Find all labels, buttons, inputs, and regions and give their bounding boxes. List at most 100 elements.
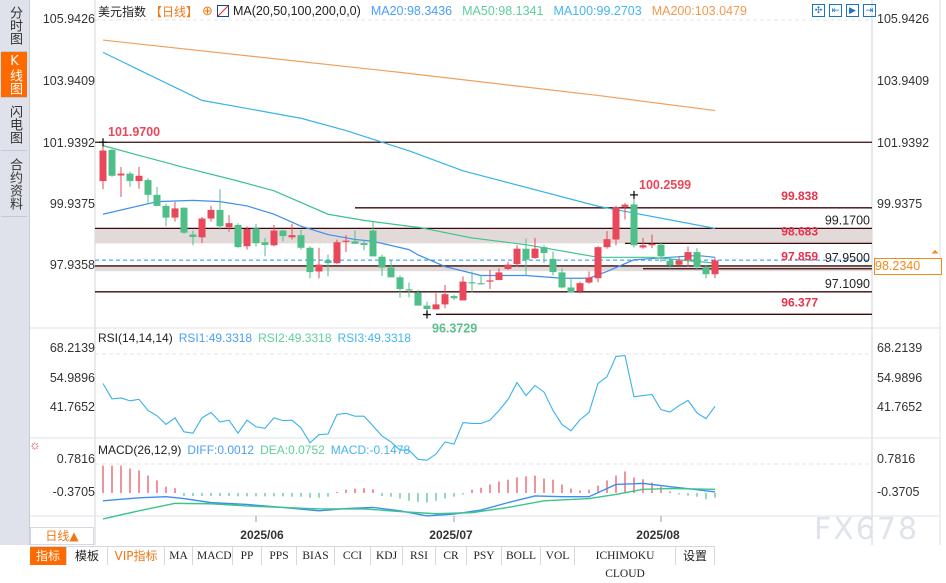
chart-canvas[interactable]: 99.838 99.1700 98.683 97.9500 97.859 97.1090 9… <box>0 0 946 565</box>
ma-chart-icon[interactable] <box>216 5 229 17</box>
candle-up <box>342 240 350 242</box>
candle-down <box>477 283 485 285</box>
y-tick-left: 105.9426 <box>42 12 95 26</box>
candle-down <box>252 228 260 244</box>
candle-down <box>306 247 314 273</box>
candle-up <box>117 173 125 176</box>
extreme-price-label: 96.3729 <box>432 322 477 336</box>
fx678-watermark-logo: FX678 <box>814 512 920 547</box>
y-tick-right: 99.9375 <box>877 197 923 211</box>
tab-pps[interactable]: PPS <box>262 547 297 565</box>
candle-down <box>279 230 287 237</box>
candle-up <box>207 209 215 219</box>
macd-tick-right: -0.3705 <box>877 485 920 499</box>
ma100-value: MA100:99.2703 <box>553 4 642 18</box>
rsi-legend: RSI(14,14,14) RSI1:49.3318 RSI2:49.3318 RSI… <box>98 331 417 345</box>
ma200-value: MA200:103.0479 <box>651 4 747 18</box>
diff-line <box>102 482 716 517</box>
tab-vip-indicators[interactable]: VIP指标 <box>108 547 165 565</box>
level-label: 99.1700 <box>825 213 870 227</box>
macd-value: MACD:-0.1478 <box>330 443 411 457</box>
tab-boll[interactable]: BOLL <box>502 547 541 565</box>
tab-cci[interactable]: CCI <box>335 547 371 565</box>
chart-tools: ✣ ⇤ ▶ ⇥ <box>812 4 876 17</box>
macd-tick-left: 0.7816 <box>56 452 95 466</box>
candle-down <box>423 305 431 310</box>
candle-up <box>621 204 629 207</box>
tab-settings[interactable]: 设置 <box>676 547 715 565</box>
candle-up <box>495 272 503 281</box>
macd-tick-left: -0.3705 <box>52 485 95 499</box>
candle-down <box>540 247 548 254</box>
candle-up <box>198 218 206 238</box>
candle-down <box>153 194 161 206</box>
tab-ma[interactable]: MA <box>165 547 193 565</box>
crosshair-icon[interactable]: ⊕ <box>202 3 213 18</box>
candle-up <box>603 239 611 248</box>
macd-title: MACD(26,12,9) <box>98 443 182 457</box>
tab-templates[interactable]: 模板 <box>67 547 108 565</box>
last-price-badge: 98.2340 <box>874 258 942 275</box>
rsi-tick-right: 41.7652 <box>877 400 923 414</box>
tab-macd[interactable]: MACD <box>193 547 233 565</box>
y-tick-right: 103.9409 <box>877 74 930 88</box>
y-tick-left: 99.9375 <box>49 197 95 211</box>
candle-down <box>702 267 710 275</box>
price-alert-icon[interactable]: ⏶ <box>931 247 939 258</box>
move-crosshair-icon[interactable]: ✣ <box>812 4 825 17</box>
tab-pp[interactable]: PP <box>233 547 262 565</box>
candle-up <box>243 229 251 247</box>
y-tick-left: 103.9409 <box>42 74 95 88</box>
candle-up <box>432 304 440 310</box>
candle-down <box>360 243 368 246</box>
candle-up <box>486 280 494 282</box>
tab-rsi[interactable]: RSI <box>403 547 436 565</box>
period-selector-button[interactable]: 日线▲ <box>30 527 94 545</box>
candle-down <box>189 234 197 238</box>
rsi1-value: RSI1:49.3318 <box>178 331 253 345</box>
tab-kline[interactable]: K线图 <box>1 52 27 98</box>
candle-down <box>522 248 530 260</box>
extreme-price-label: 101.9700 <box>108 125 160 139</box>
tab-time-sharing[interactable]: 分时图 <box>1 0 27 52</box>
tab-cr[interactable]: CR <box>436 547 467 565</box>
candle-down <box>405 289 413 291</box>
candle-down <box>297 235 305 248</box>
y-tick-right: 105.9426 <box>877 12 930 26</box>
candle-up <box>288 235 296 238</box>
ma-params: MA(20,50,100,200,0,0) <box>232 4 361 18</box>
level-label: 97.1090 <box>825 277 870 291</box>
tab-vol[interactable]: VOL <box>541 547 575 565</box>
candle-down <box>324 260 332 264</box>
tab-kdj[interactable]: KDJ <box>371 547 403 565</box>
tab-flash-chart[interactable]: 闪电图 <box>1 98 27 151</box>
period-label[interactable]: 【日线】 <box>150 4 199 19</box>
candle-down <box>666 260 674 266</box>
candle-up <box>684 252 692 260</box>
tab-contract-info[interactable]: 合约资料 <box>1 151 27 217</box>
goto-end-icon[interactable]: ⇥ <box>863 4 876 17</box>
x-tick-label: 2025/07 <box>429 528 473 542</box>
tab-bias[interactable]: BIAS <box>297 547 335 565</box>
candle-down <box>450 296 458 299</box>
candle-down <box>387 267 395 278</box>
rsi-tick-left: 68.2139 <box>49 341 95 355</box>
candle-down <box>414 292 422 306</box>
rsi3-value: RSI3:49.3318 <box>337 331 411 345</box>
candle-down <box>657 244 665 257</box>
candle-up <box>513 248 521 265</box>
tab-indicators[interactable]: 指标 <box>30 547 67 565</box>
candle-down <box>693 252 701 267</box>
level-label: 96.377 <box>781 295 818 309</box>
candle-up <box>459 281 467 301</box>
tab-psy[interactable]: PSY <box>467 547 502 565</box>
sun-gear-icon[interactable]: ☼ <box>29 437 41 452</box>
candle-down <box>549 258 557 273</box>
macd-tick-right: 0.7816 <box>877 452 916 466</box>
level-label: 97.9500 <box>825 251 870 265</box>
candle-up <box>171 208 179 218</box>
chart-legend: 美元指数 【日线】 ⊕ MA(20,50,100,200,0,0) MA20:9… <box>98 3 747 19</box>
play-range-icon[interactable]: ▶ <box>846 4 859 17</box>
zoom-range-icon[interactable]: ⇤ <box>829 4 842 17</box>
tab-ichimoku-cloud[interactable]: ICHIMOKU CLOUD <box>575 547 676 580</box>
